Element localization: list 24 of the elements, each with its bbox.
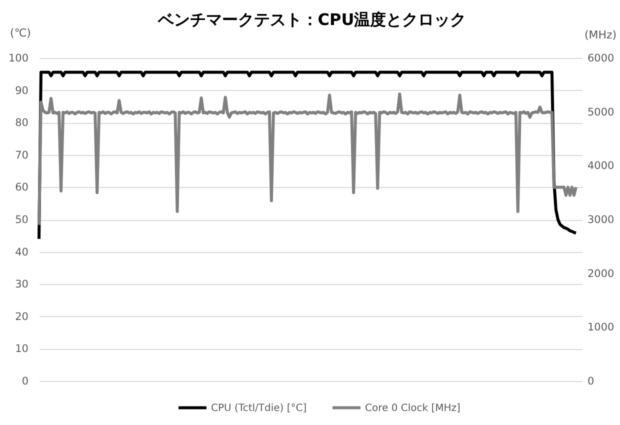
- y-tick-label: 20: [15, 310, 28, 323]
- y-tick-label: 30: [15, 278, 28, 291]
- legend-label: CPU (Tctl/Tdie) [°C]: [211, 402, 307, 414]
- y2-tick-label: 1000: [588, 322, 614, 334]
- y-tick-label: 60: [15, 182, 28, 194]
- y-tick-label: 40: [15, 246, 28, 258]
- y2-tick-label: 6000: [588, 52, 614, 64]
- y2-tick-label: 5000: [588, 106, 614, 118]
- y2-axis-title: (MHz): [584, 28, 617, 42]
- y-tick-label: 100: [8, 52, 28, 64]
- legend-label: Core 0 Clock [MHz]: [365, 402, 461, 414]
- y-tick-label: 70: [15, 149, 28, 162]
- y-tick-label: 90: [15, 84, 28, 97]
- y2-tick-label: 2000: [588, 268, 614, 280]
- y2-tick-label: 3000: [588, 214, 614, 226]
- y-tick-label: 80: [15, 117, 28, 130]
- y-tick-label: 50: [15, 214, 28, 226]
- y-axis-title: (℃): [10, 26, 31, 40]
- chart-title: ベンチマークテスト：CPU温度とクロック: [156, 10, 466, 29]
- y2-tick-label: 4000: [588, 160, 614, 172]
- y-tick-label: 0: [22, 376, 28, 388]
- y2-tick-label: 0: [588, 376, 594, 388]
- line-series: [38, 92, 578, 226]
- y-tick-label: 10: [15, 343, 28, 356]
